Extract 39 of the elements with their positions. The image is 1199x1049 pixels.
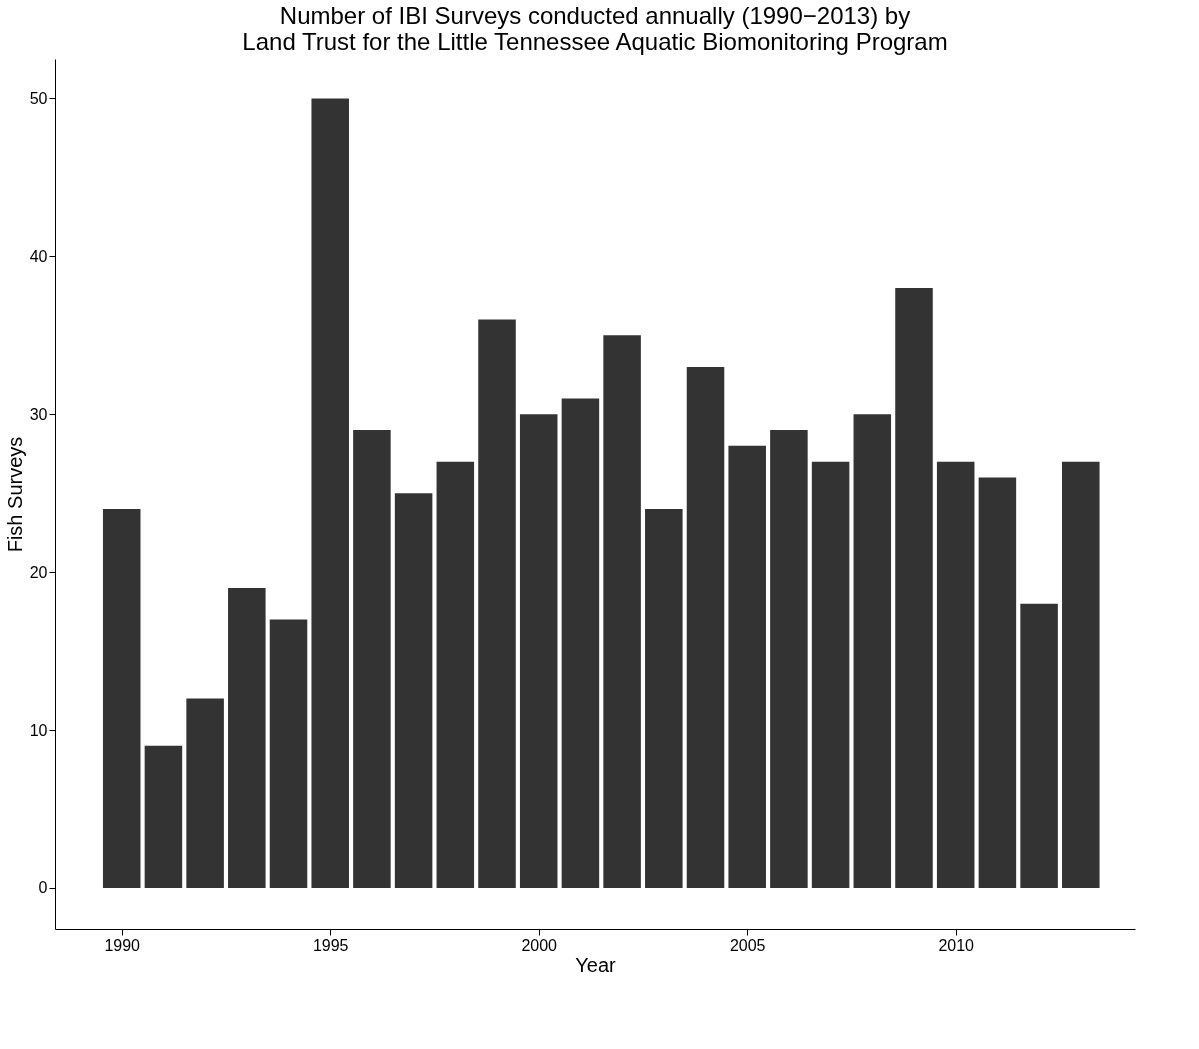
bar <box>686 366 725 888</box>
y-tick-label: 0 <box>38 879 48 897</box>
bar <box>394 493 433 888</box>
bar <box>645 509 683 888</box>
bar <box>353 430 391 888</box>
bar <box>895 287 933 888</box>
bar <box>978 477 1017 888</box>
x-tick-label: 1990 <box>104 936 141 954</box>
bar <box>144 745 183 888</box>
bar <box>936 461 975 888</box>
bar <box>269 619 308 888</box>
x-tick-label: 2000 <box>521 936 558 954</box>
bar <box>436 461 475 888</box>
bar <box>603 335 641 888</box>
x-tick-label: 1995 <box>312 936 349 954</box>
bar <box>478 319 516 888</box>
bar <box>811 461 850 888</box>
y-tick-label: 50 <box>29 89 48 107</box>
x-tick-label: 2010 <box>938 936 975 954</box>
bar <box>1062 461 1100 888</box>
bar <box>770 430 808 888</box>
bar <box>519 414 558 888</box>
y-axis-title: Fish Surveys <box>3 436 26 553</box>
y-tick-label: 40 <box>29 247 48 265</box>
bar <box>728 445 766 888</box>
x-tick-label: 2005 <box>729 936 766 954</box>
bar <box>186 698 224 888</box>
bar <box>853 414 892 888</box>
y-tick-label: 20 <box>29 563 48 581</box>
text: Land Trust for the Little Tennessee Aquatic Biomonitoring Program <box>242 28 948 55</box>
bar <box>1020 603 1058 888</box>
y-tick-label: 30 <box>29 405 48 423</box>
y-tick-label: 10 <box>29 721 48 739</box>
bar <box>228 587 266 888</box>
bar <box>102 509 141 888</box>
bar <box>311 98 349 888</box>
x-axis-title: Year <box>575 953 617 976</box>
bar <box>561 398 600 888</box>
text: Number of IBI Surveys conducted annually (1990−2013) by <box>279 2 911 29</box>
